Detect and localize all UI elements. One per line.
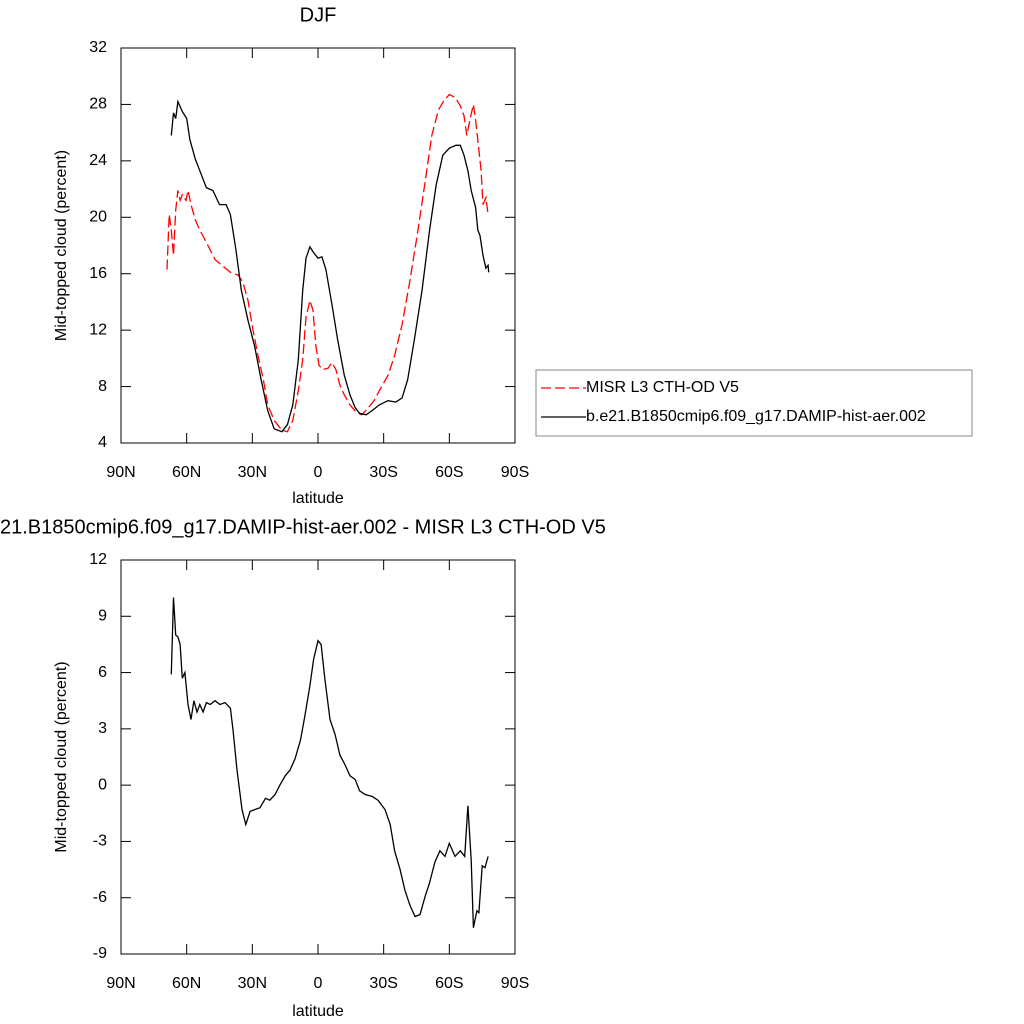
y-tick-label: -9 [93, 945, 107, 962]
y-tick-label: 12 [89, 321, 107, 338]
y-tick-label: 9 [98, 608, 107, 625]
legend-box [535, 369, 973, 437]
data-line [166, 93, 489, 433]
x-tick-label: 0 [314, 975, 323, 992]
x-tick-label: 90S [501, 464, 529, 481]
y-tick-label: -6 [93, 889, 107, 906]
data-line [170, 597, 489, 928]
y-tick-label: -3 [93, 833, 107, 850]
y-tick-label: 20 [89, 209, 107, 226]
y-tick-label: 6 [98, 664, 107, 681]
x-tick-label: 30N [238, 464, 267, 481]
y-tick-label: 0 [98, 776, 107, 793]
x-axis-label: latitude [292, 1003, 344, 1020]
x-axis-label: latitude [292, 490, 344, 507]
y-tick-label: 3 [98, 720, 107, 737]
x-tick-label: 30N [238, 975, 267, 992]
legend-label: MISR L3 CTH-OD V5 [586, 379, 739, 396]
y-tick-label: 24 [89, 152, 107, 169]
y-tick-label: 16 [89, 265, 107, 282]
plot-frame [120, 559, 516, 955]
y-axis-label: Mid-topped cloud (percent) [53, 661, 70, 852]
x-tick-label: 30S [369, 975, 397, 992]
x-tick-label: 90S [501, 975, 529, 992]
legend-label: b.e21.B1850cmip6.f09_g17.DAMIP-hist-aer.… [586, 408, 926, 425]
x-tick-label: 90N [106, 464, 135, 481]
y-tick-label: 28 [89, 96, 107, 113]
plot-frame [120, 47, 516, 444]
x-tick-label: 60S [435, 464, 463, 481]
x-tick-label: 30S [369, 464, 397, 481]
y-tick-label: 4 [98, 434, 107, 451]
y-tick-label: 8 [98, 378, 107, 395]
x-tick-label: 60N [172, 975, 201, 992]
x-tick-label: 60S [435, 975, 463, 992]
data-line [170, 99, 490, 433]
chart-title: 21.B1850cmip6.f09_g17.DAMIP-hist-aer.002… [0, 516, 606, 538]
y-tick-label: 12 [89, 551, 107, 568]
x-tick-label: 60N [172, 464, 201, 481]
chart-title: DJF [300, 4, 337, 26]
x-tick-label: 0 [314, 464, 323, 481]
y-tick-label: 32 [89, 39, 107, 56]
y-axis-label: Mid-topped cloud (percent) [53, 150, 70, 341]
x-tick-label: 90N [106, 975, 135, 992]
